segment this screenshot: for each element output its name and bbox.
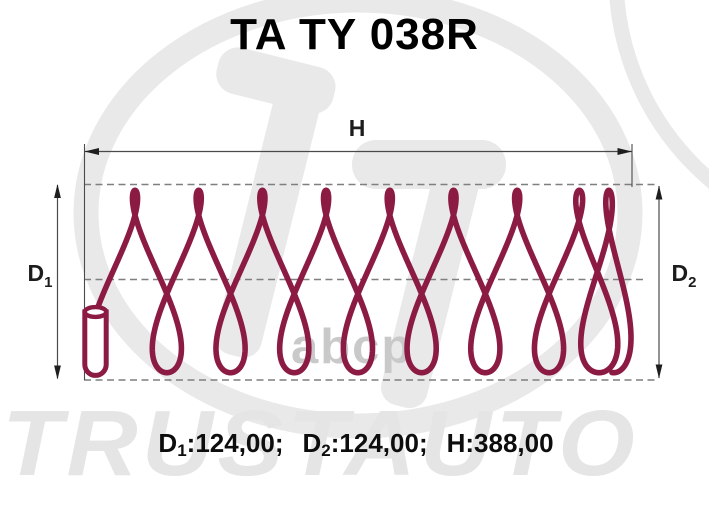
trustauto-watermark: TRUSTAUTO	[2, 391, 639, 495]
h-arrow-right	[617, 148, 632, 155]
d2-arrow-down	[655, 364, 663, 379]
spring-wire-end-cylinder	[82, 304, 109, 378]
logo-ellipse-ring	[73, 0, 643, 439]
d2-arrow-up	[655, 185, 663, 200]
d1-arrow-down	[54, 365, 61, 380]
d1-dimension	[54, 184, 61, 380]
height-dimension	[83, 144, 633, 380]
d2-dimension	[655, 185, 663, 379]
h-arrow-left	[84, 148, 99, 155]
coil-spring	[94, 187, 634, 376]
d1-arrow-up	[54, 184, 61, 198]
